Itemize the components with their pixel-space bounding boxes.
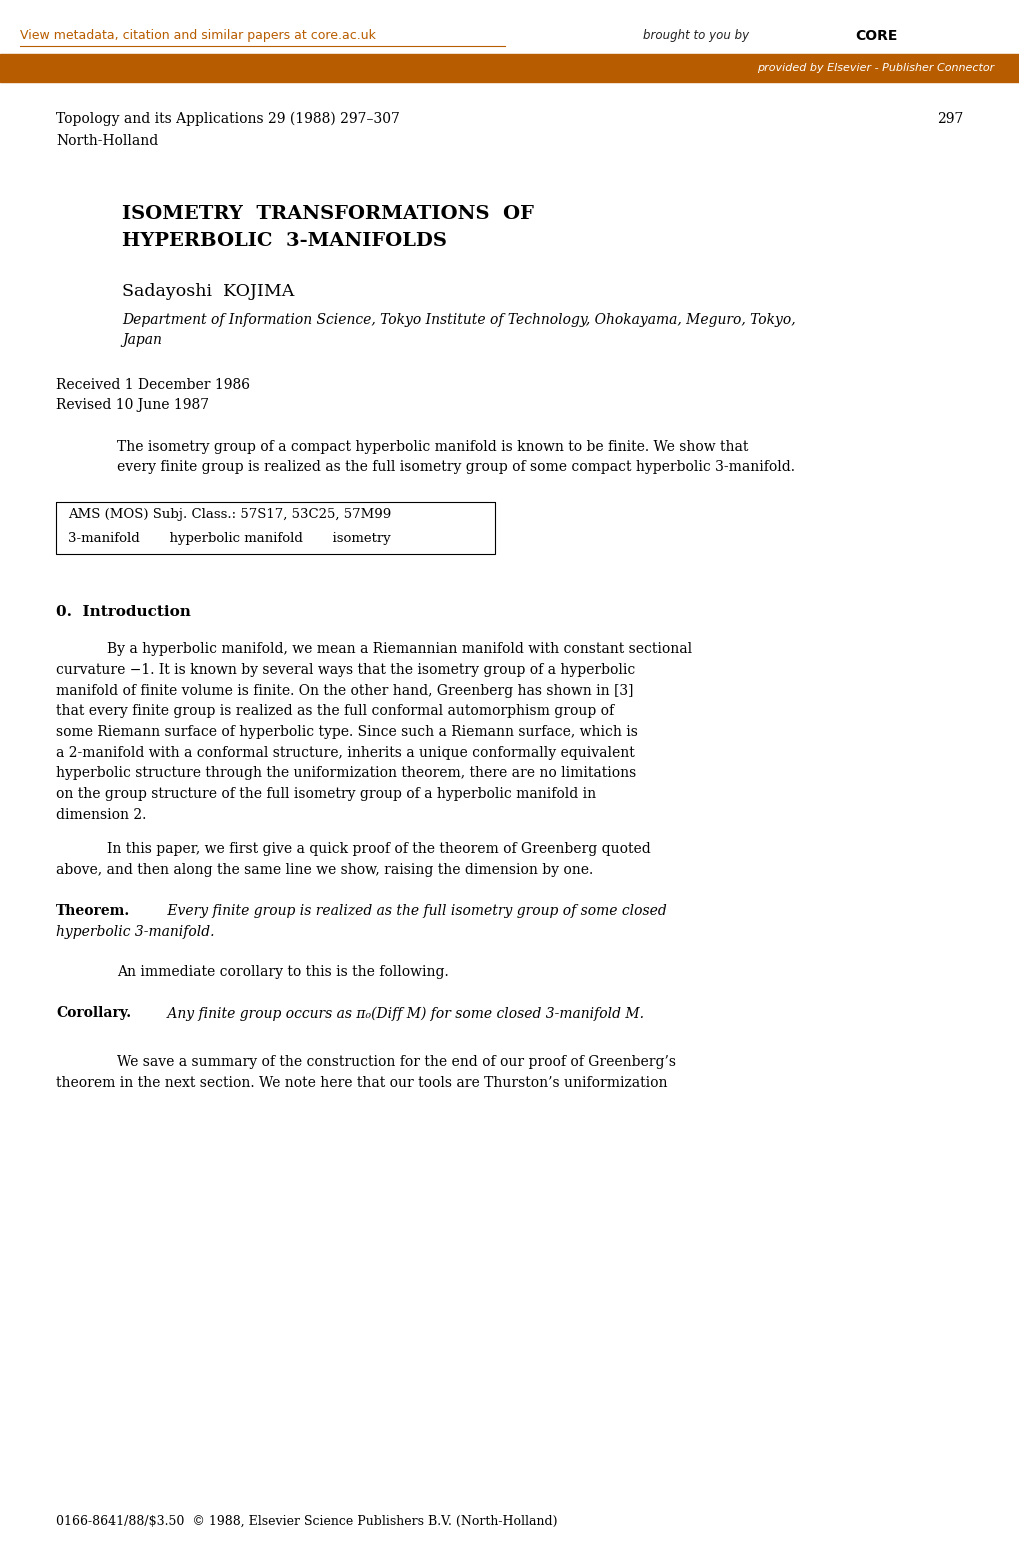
Text: on the group structure of the full isometry group of a hyperbolic manifold in: on the group structure of the full isome…	[56, 787, 596, 801]
Text: brought to you by: brought to you by	[642, 30, 755, 42]
Text: We save a summary of the construction for the end of our proof of Greenberg’s: We save a summary of the construction fo…	[117, 1056, 676, 1070]
Text: Theorem.: Theorem.	[56, 903, 130, 917]
Text: 297: 297	[936, 112, 963, 126]
Text: theorem in the next section. We note here that our tools are Thurston’s uniformi: theorem in the next section. We note her…	[56, 1076, 667, 1090]
Text: above, and then along the same line we show, raising the dimension by one.: above, and then along the same line we s…	[56, 863, 593, 877]
Text: North-Holland: North-Holland	[56, 134, 158, 148]
Text: CORE: CORE	[854, 28, 897, 44]
Text: curvature −1. It is known by several ways that the isometry group of a hyperboli: curvature −1. It is known by several way…	[56, 662, 635, 676]
Text: 0.  Introduction: 0. Introduction	[56, 605, 191, 619]
Text: ISOMETRY  TRANSFORMATIONS  OF: ISOMETRY TRANSFORMATIONS OF	[122, 205, 534, 224]
Bar	[0, 0, 1019, 54]
Text: Sadayoshi  KOJIMA: Sadayoshi KOJIMA	[122, 283, 294, 300]
Text: Japan: Japan	[122, 333, 162, 347]
Text: 0166-8641/88/$3.50  © 1988, Elsevier Science Publishers B.V. (North-Holland): 0166-8641/88/$3.50 © 1988, Elsevier Scie…	[56, 1515, 557, 1527]
Text: that every finite group is realized as the full conformal automorphism group of: that every finite group is realized as t…	[56, 704, 613, 718]
Text: Every finite group is realized as the full isometry group of some closed: Every finite group is realized as the fu…	[163, 903, 666, 917]
Text: 3-manifold       hyperbolic manifold       isometry: 3-manifold hyperbolic manifold isometry	[68, 532, 390, 544]
Text: every finite group is realized as the full isometry group of some compact hyperb: every finite group is realized as the fu…	[117, 460, 795, 474]
Text: manifold of finite volume is finite. On the other hand, Greenberg has shown in [: manifold of finite volume is finite. On …	[56, 684, 633, 698]
Text: View metadata, citation and similar papers at core.ac.uk: View metadata, citation and similar pape…	[20, 30, 376, 42]
Text: Revised 10 June 1987: Revised 10 June 1987	[56, 398, 209, 412]
Text: some Riemann surface of hyperbolic type. Since such a Riemann surface, which is: some Riemann surface of hyperbolic type.…	[56, 725, 637, 739]
Text: Any finite group occurs as π₀(Diff M) for some closed 3-manifold M.: Any finite group occurs as π₀(Diff M) fo…	[163, 1006, 644, 1020]
Text: dimension 2.: dimension 2.	[56, 807, 147, 821]
Bar	[0, 54, 1019, 82]
Text: Received 1 December 1986: Received 1 December 1986	[56, 378, 250, 392]
Text: a 2-manifold with a conformal structure, inherits a unique conformally equivalen: a 2-manifold with a conformal structure,…	[56, 746, 634, 760]
Text: hyperbolic 3-manifold.: hyperbolic 3-manifold.	[56, 925, 214, 939]
Text: An immediate corollary to this is the following.: An immediate corollary to this is the fo…	[117, 966, 448, 980]
Text: The isometry group of a compact hyperbolic manifold is known to be finite. We sh: The isometry group of a compact hyperbol…	[117, 440, 748, 454]
Text: In this paper, we first give a quick proof of the theorem of Greenberg quoted: In this paper, we first give a quick pro…	[107, 843, 650, 857]
Text: hyperbolic structure through the uniformization theorem, there are no limitation: hyperbolic structure through the uniform…	[56, 767, 636, 781]
Text: By a hyperbolic manifold, we mean a Riemannian manifold with constant sectional: By a hyperbolic manifold, we mean a Riem…	[107, 642, 692, 656]
Bar	[56, 502, 494, 554]
Text: provided by Elsevier - Publisher Connector: provided by Elsevier - Publisher Connect…	[756, 64, 994, 73]
Text: AMS (MOS) Subj. Class.: 57S17, 53C25, 57M99: AMS (MOS) Subj. Class.: 57S17, 53C25, 57…	[68, 508, 391, 521]
Text: HYPERBOLIC  3-MANIFOLDS: HYPERBOLIC 3-MANIFOLDS	[122, 232, 447, 250]
Text: Department of Information Science, Tokyo Institute of Technology, Ohokayama, Meg: Department of Information Science, Tokyo…	[122, 313, 795, 327]
Text: Corollary.: Corollary.	[56, 1006, 131, 1020]
Text: Topology and its Applications 29 (1988) 297–307: Topology and its Applications 29 (1988) …	[56, 112, 399, 126]
